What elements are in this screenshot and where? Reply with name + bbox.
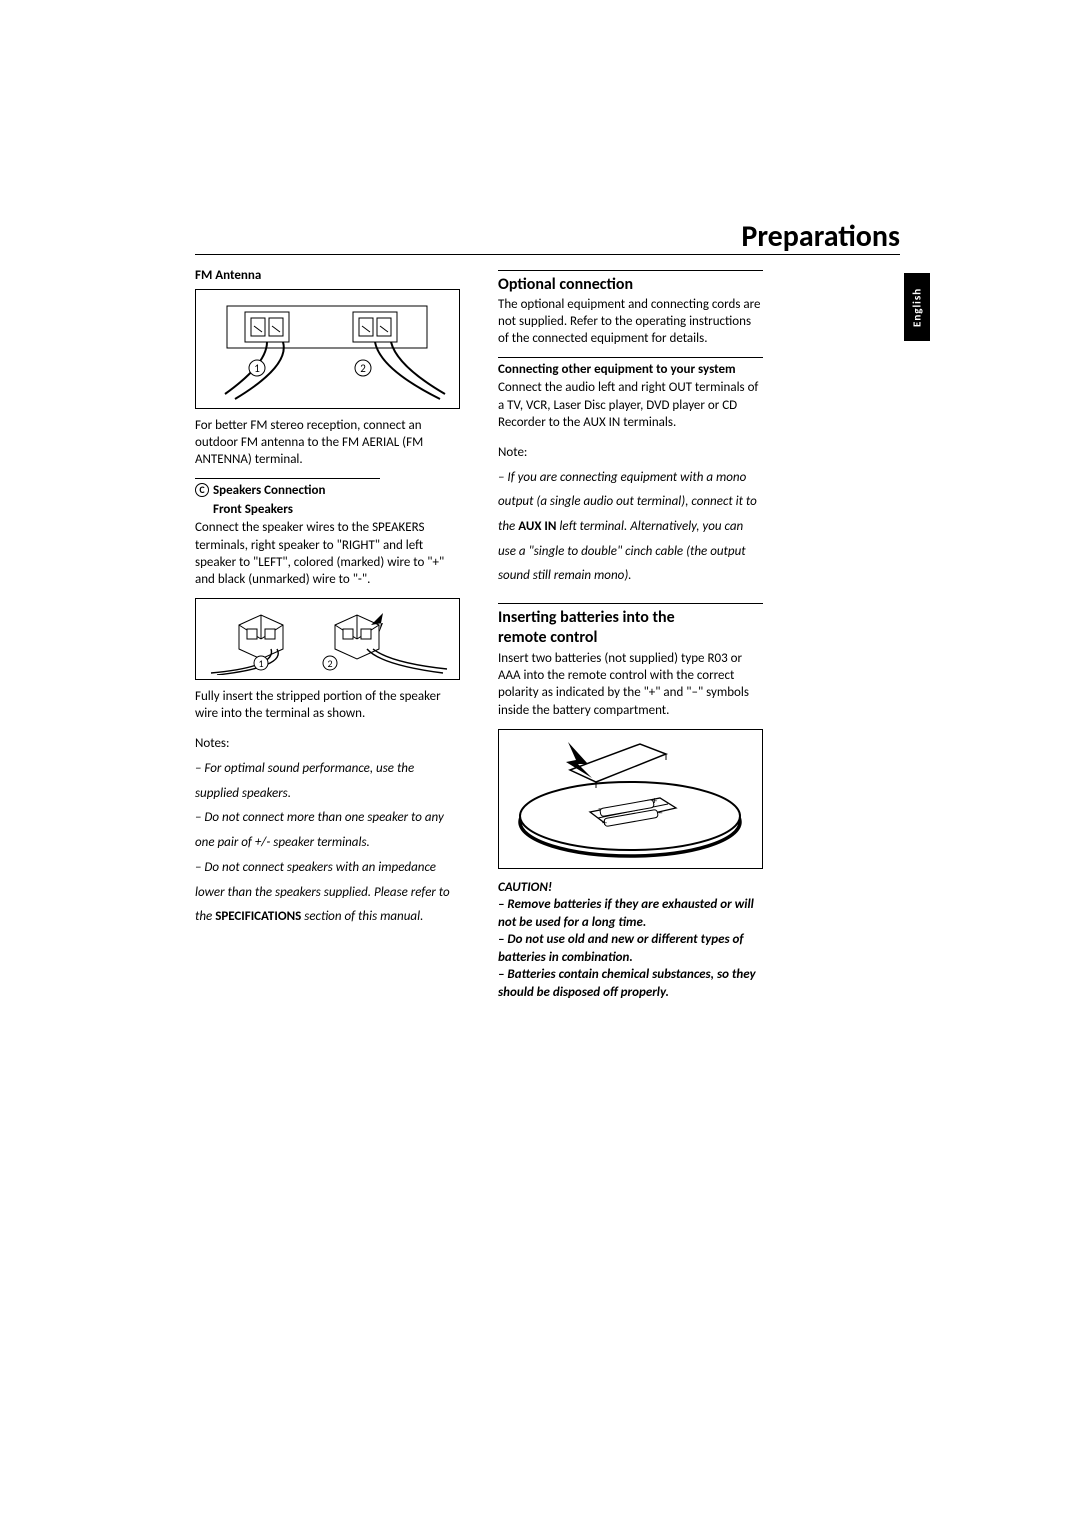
svg-text:−: − <box>658 806 663 819</box>
connecting-heading: Connecting other equipment to your syste… <box>498 362 763 377</box>
svg-text:−: − <box>598 802 603 815</box>
front-speakers-heading: Front Speakers <box>213 502 460 517</box>
caution-3: – Batteries contain chemical substances,… <box>498 966 763 1001</box>
left-bold: LEFT <box>258 555 282 570</box>
svg-text:+: + <box>652 794 657 807</box>
language-tab: English <box>904 273 930 341</box>
figure-fm-antenna: 1 2 <box>195 289 460 409</box>
notes-head: Notes: <box>195 736 230 751</box>
page-title: Preparations <box>741 218 900 255</box>
rule <box>498 270 763 271</box>
caution-2: – Do not use old and new or different ty… <box>498 931 763 966</box>
left-column: FM Antenna <box>195 264 460 1002</box>
heading-line2: remote control <box>498 628 597 647</box>
optional-body: The optional equipment and connecting co… <box>498 296 763 347</box>
insert-body: Insert two batteries (not supplied) type… <box>498 650 763 719</box>
optional-connection-heading: Optional connection <box>498 275 763 294</box>
spec-bold: SPECIFICATIONS <box>215 909 301 924</box>
fm-antenna-heading: FM Antenna <box>195 268 460 283</box>
title-rule <box>195 254 900 255</box>
svg-text:1: 1 <box>258 657 263 670</box>
fm-antenna-svg: 1 2 <box>205 294 450 404</box>
right-note: Note: – If you are connecting equipment … <box>498 441 763 589</box>
circled-letter-c: C <box>195 483 209 497</box>
text: terminals. <box>620 415 676 430</box>
note-3b: section of this manual. <box>301 909 423 924</box>
figure-speaker-wire: 1 2 <box>195 598 460 680</box>
speakers-heading-text: Speakers Connection <box>213 483 325 498</box>
speaker-svg: 1 2 <box>205 603 450 675</box>
caution-head: CAUTION! <box>498 879 763 897</box>
speakers-heading: C Speakers Connection <box>195 483 460 498</box>
caution-block: CAUTION! – Remove batteries if they are … <box>498 879 763 1002</box>
connecting-body: Connect the audio left and right OUT ter… <box>498 379 763 430</box>
remote-svg: − + + − <box>508 734 753 864</box>
heading-line1: Inserting batteries into the <box>498 608 675 627</box>
aux-in-bold: AUX IN <box>583 415 620 430</box>
caution-1: – Remove batteries if they are exhausted… <box>498 896 763 931</box>
note-1: – For optimal sound performance, use the… <box>195 761 414 801</box>
left-notes: Notes: – For optimal sound performance, … <box>195 732 460 930</box>
rule <box>195 478 380 479</box>
fm-antenna-text: For better FM stereo reception, connect … <box>195 417 460 468</box>
rule <box>498 357 763 358</box>
svg-text:2: 2 <box>360 362 366 375</box>
svg-text:2: 2 <box>327 657 332 670</box>
svg-text:+: + <box>602 816 607 829</box>
rule <box>498 603 763 604</box>
right-bold: RIGHT <box>342 538 375 553</box>
svg-text:1: 1 <box>254 362 260 375</box>
front-speakers-text: Connect the speaker wires to the SPEAKER… <box>195 519 460 588</box>
aux-in-bold-2: AUX IN <box>518 519 556 534</box>
insert-batteries-heading: Inserting batteries into the remote cont… <box>498 608 763 648</box>
fully-insert-text: Fully insert the stripped portion of the… <box>195 688 460 722</box>
note-head: Note: <box>498 445 527 460</box>
note-2: – Do not connect more than one speaker t… <box>195 810 444 850</box>
figure-remote-batteries: − + + − <box>498 729 763 869</box>
right-column: Optional connection The optional equipme… <box>498 264 763 1002</box>
